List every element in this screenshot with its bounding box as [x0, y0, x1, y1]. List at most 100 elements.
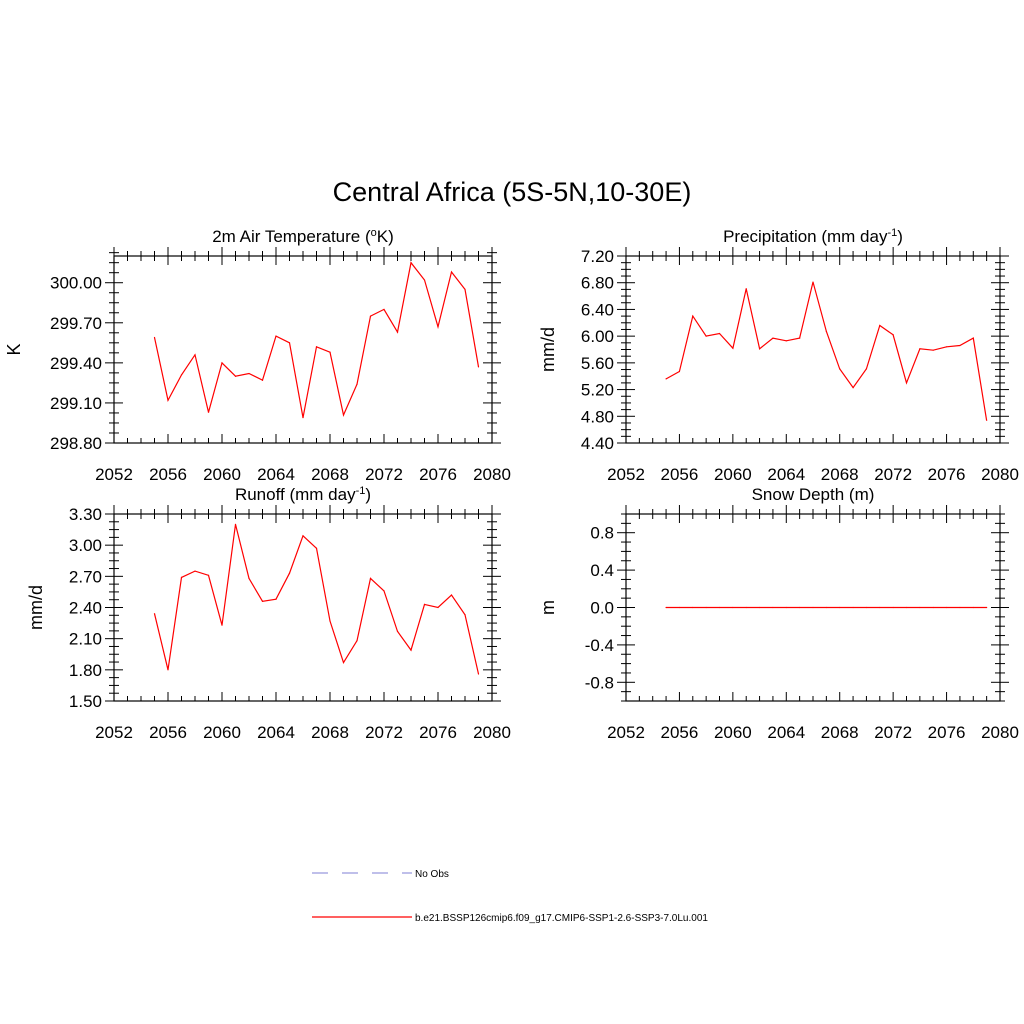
y-tick-label: 2.10 — [69, 630, 102, 649]
data-point — [785, 340, 787, 342]
data-point — [248, 372, 250, 375]
data-point — [464, 614, 466, 616]
y-tick-label: 299.70 — [50, 314, 102, 333]
data-point — [261, 379, 264, 381]
series-line — [665, 281, 988, 421]
data-point — [665, 378, 667, 380]
data-point — [852, 386, 854, 389]
data-point — [705, 606, 707, 609]
data-point — [396, 630, 399, 632]
panel-3: 2052 2056 2060 2064 2068 2072 2076 2080 1.50 1.80… — [26, 485, 511, 742]
legend-label-2: b.e21.BSSP126cmip6.f09_g17.CMIP6-SSP1-2.… — [415, 913, 708, 924]
data-point — [718, 332, 721, 335]
data-point — [839, 606, 841, 609]
data-point — [972, 337, 974, 339]
x-tick-label: 2080 — [473, 723, 511, 742]
panel-title-tail: ) — [365, 485, 371, 504]
data-point — [945, 606, 948, 609]
panel-title-main: 2m Air Temperature ( — [212, 227, 371, 246]
x-tick-label: 2052 — [95, 723, 133, 742]
y-tick-label: 4.80 — [581, 407, 614, 426]
data-point — [437, 326, 439, 328]
y-tick-label: 5.60 — [581, 354, 614, 373]
panel-2: 2052 2056 2060 2064 2068 2072 2076 2080 4.40 4.80… — [538, 227, 1019, 484]
data-point — [369, 577, 372, 580]
x-tick-label: 2064 — [767, 465, 805, 484]
series-line — [153, 524, 480, 675]
data-point — [852, 606, 854, 609]
data-point — [194, 570, 196, 572]
y-tick-label: 1.50 — [69, 692, 102, 711]
x-tick-label: 2080 — [473, 465, 511, 484]
panel-title-tail: ) — [897, 227, 903, 246]
data-point — [450, 594, 453, 596]
x-tick-label: 2052 — [95, 465, 133, 484]
panel-title-superscript: o — [371, 227, 377, 239]
x-tick-label: 2064 — [257, 723, 295, 742]
data-point — [261, 600, 264, 602]
y-tick-label: 300.00 — [50, 274, 102, 293]
x-tick-label: 2064 — [257, 465, 295, 484]
data-point — [167, 399, 169, 401]
x-tick-label: 2056 — [149, 465, 187, 484]
x-tick-label: 2072 — [365, 723, 403, 742]
panel-title: Runoff (mm day-1) — [235, 485, 371, 504]
data-point — [745, 288, 747, 290]
panel-title: Precipitation (mm day-1) — [723, 227, 903, 246]
data-point — [718, 606, 721, 609]
y-axis-label: K — [4, 343, 24, 355]
x-tick-label: 2068 — [821, 465, 859, 484]
y-tick-label: 6.00 — [581, 327, 614, 346]
panel-4: 2052 2056 2060 2064 2068 2072 2076 2080 -0.8 -0.4… — [538, 485, 1019, 742]
panel-title-superscript: -1 — [887, 227, 897, 239]
data-point — [410, 649, 412, 651]
data-point — [464, 288, 466, 290]
x-tick-label: 2076 — [419, 723, 457, 742]
data-point — [302, 535, 304, 537]
data-point — [825, 606, 827, 609]
data-point — [153, 613, 156, 615]
y-axis-label: m — [538, 600, 558, 615]
data-point — [905, 606, 908, 609]
data-point — [692, 315, 694, 317]
x-tick-label: 2072 — [365, 465, 403, 484]
data-point — [329, 351, 331, 353]
data-point — [180, 374, 183, 376]
x-tick-label: 2068 — [311, 723, 349, 742]
data-point — [356, 640, 358, 642]
data-point — [665, 606, 667, 609]
data-point — [423, 603, 426, 605]
panel-title-main: Runoff (mm day — [235, 485, 356, 504]
y-axis-label: mm/d — [26, 585, 46, 630]
data-point — [450, 271, 453, 273]
data-point — [945, 346, 948, 348]
x-tick-label: 2052 — [607, 723, 645, 742]
data-point — [986, 606, 988, 609]
x-tick-label: 2060 — [203, 723, 241, 742]
series-line — [153, 261, 480, 418]
data-point — [342, 661, 345, 664]
data-point — [692, 606, 694, 609]
data-point — [275, 335, 277, 337]
y-tick-label: 6.40 — [581, 300, 614, 319]
figure-title: Central Africa (5S-5N,10-30E) — [333, 177, 692, 207]
data-point — [986, 419, 988, 421]
data-point — [369, 315, 372, 317]
x-tick-label: 2068 — [821, 723, 859, 742]
x-tick-label: 2056 — [661, 723, 699, 742]
data-point — [758, 606, 761, 609]
data-point — [396, 331, 399, 333]
data-point — [678, 606, 681, 609]
data-point — [732, 347, 734, 349]
data-point — [825, 330, 827, 333]
x-tick-label: 2068 — [311, 465, 349, 484]
data-point — [812, 606, 814, 609]
data-point — [905, 382, 908, 384]
data-point — [839, 368, 841, 370]
x-tick-label: 2064 — [767, 723, 805, 742]
panel-title-superscript: -1 — [356, 485, 366, 497]
y-tick-label: 0.4 — [590, 561, 614, 580]
data-point — [383, 308, 385, 311]
panels: 2052 2056 2060 2064 2068 2072 2076 2080 298.80 29… — [4, 227, 1019, 742]
